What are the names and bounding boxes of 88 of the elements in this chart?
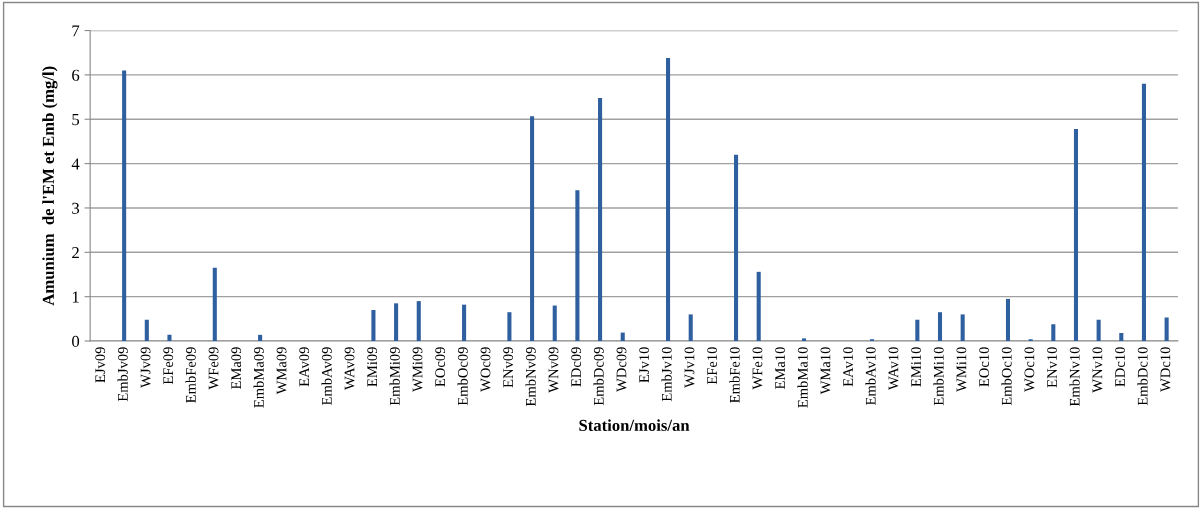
x-tick-label: EDc10 bbox=[1115, 347, 1125, 387]
bar bbox=[734, 154, 739, 342]
x-tick-label: WMi10 bbox=[956, 347, 967, 392]
bar bbox=[756, 271, 761, 342]
bar bbox=[915, 319, 920, 342]
x-tick-label: EmbNv09 bbox=[525, 347, 536, 407]
x-tick-label: WJv09 bbox=[140, 347, 151, 388]
x-tick-label: EOc09 bbox=[435, 347, 446, 387]
y-tick-label: 0 bbox=[72, 335, 80, 347]
bar bbox=[122, 70, 127, 342]
bar bbox=[960, 314, 965, 342]
x-tick-label: EmbFe09 bbox=[185, 347, 196, 403]
x-tick-label: WMa09 bbox=[276, 347, 287, 395]
x-tick-label: EmbNv10 bbox=[1069, 347, 1080, 407]
x-tick-label: EmbMi09 bbox=[389, 347, 400, 406]
x-tick-label: EmbAv09 bbox=[321, 347, 332, 406]
x-tick-label: ENv10 bbox=[1047, 347, 1057, 388]
x-tick-label: EJv09 bbox=[95, 347, 106, 383]
x-tick-label: EDc09 bbox=[571, 347, 582, 387]
x-tick-label: EmbFe10 bbox=[729, 347, 740, 403]
x-tick-label: WNv10 bbox=[1092, 347, 1103, 393]
y-tick-label: 3 bbox=[72, 202, 80, 214]
x-tick-label: EmbMa10 bbox=[797, 347, 808, 408]
x-tick-label: EMi09 bbox=[367, 347, 378, 387]
x-tick-label: EmbDc10 bbox=[1137, 347, 1148, 406]
x-tick-label: EmbOc10 bbox=[1001, 347, 1012, 406]
y-tick-label: 6 bbox=[72, 69, 80, 81]
bar bbox=[552, 305, 557, 342]
x-tick-label: WJv10 bbox=[684, 347, 695, 388]
bar bbox=[416, 301, 421, 342]
bar bbox=[1141, 83, 1147, 342]
bar bbox=[801, 338, 807, 342]
bar bbox=[144, 319, 149, 342]
bar bbox=[1073, 129, 1079, 342]
bar bbox=[212, 267, 217, 342]
bar bbox=[1164, 317, 1169, 342]
x-tick-label: EmbMi10 bbox=[933, 347, 944, 406]
x-tick-label: EAv10 bbox=[843, 347, 853, 387]
x-tick-label: EFe09 bbox=[163, 347, 174, 385]
bar bbox=[530, 116, 535, 342]
x-tick-label: EmbDc09 bbox=[593, 347, 604, 406]
x-tick-label: EmbMa09 bbox=[253, 347, 264, 408]
y-tick-label: 5 bbox=[72, 114, 80, 126]
x-tick-label: EmbOc09 bbox=[457, 347, 468, 406]
x-tick-label: EMa10 bbox=[775, 347, 786, 390]
x-tick-label: WAv09 bbox=[344, 347, 355, 391]
x-tick-label: EAv09 bbox=[299, 347, 310, 387]
x-tick-label: WDc09 bbox=[616, 347, 627, 392]
bar bbox=[167, 334, 172, 342]
x-tick-label: WMi09 bbox=[412, 347, 423, 392]
bar bbox=[598, 97, 603, 342]
x-tick-label: WOc10 bbox=[1024, 347, 1035, 392]
x-tick-label: EmbJv10 bbox=[661, 347, 672, 402]
x-tick-label: EMa09 bbox=[231, 347, 242, 390]
x-tick-label: EJv10 bbox=[639, 347, 650, 383]
bar bbox=[688, 314, 693, 342]
x-tick-label: WOc09 bbox=[480, 347, 491, 392]
bar bbox=[937, 312, 943, 342]
x-tick-label: WFe10 bbox=[752, 347, 763, 390]
x-tick-label: WDc10 bbox=[1160, 347, 1171, 392]
bar bbox=[507, 312, 512, 342]
y-tick-label: 1 bbox=[72, 291, 79, 303]
y-axis-title: Amunium de l'EM et Emb (mg/l) bbox=[42, 66, 58, 306]
x-tick-label: WAv10 bbox=[888, 347, 899, 391]
x-tick-label: WMa10 bbox=[820, 347, 831, 395]
x-axis-title: Station/mois/an bbox=[579, 419, 690, 431]
bar bbox=[1005, 298, 1011, 342]
y-tick-label: 7 bbox=[72, 25, 80, 37]
bar bbox=[462, 304, 467, 342]
bar bbox=[1051, 324, 1056, 342]
x-tick-label: ENv09 bbox=[503, 347, 514, 388]
x-tick-label: WFe09 bbox=[208, 347, 219, 390]
bar bbox=[620, 332, 625, 342]
bar bbox=[575, 190, 580, 342]
x-tick-label: EmbJv09 bbox=[117, 347, 128, 402]
x-tick-label: WNv09 bbox=[548, 347, 559, 393]
y-tick-label: 4 bbox=[71, 158, 80, 170]
bar bbox=[371, 309, 376, 342]
y-tick-label: 2 bbox=[72, 247, 79, 259]
bar bbox=[394, 303, 399, 342]
x-tick-label: EFe10 bbox=[707, 347, 718, 385]
bar bbox=[258, 334, 263, 342]
bar bbox=[666, 58, 671, 342]
x-tick-label: EMi10 bbox=[911, 347, 921, 387]
bar bbox=[1096, 319, 1101, 342]
x-tick-label: EmbAv10 bbox=[865, 347, 876, 406]
bar bbox=[1119, 333, 1124, 342]
x-tick-label: EOc10 bbox=[979, 347, 989, 387]
